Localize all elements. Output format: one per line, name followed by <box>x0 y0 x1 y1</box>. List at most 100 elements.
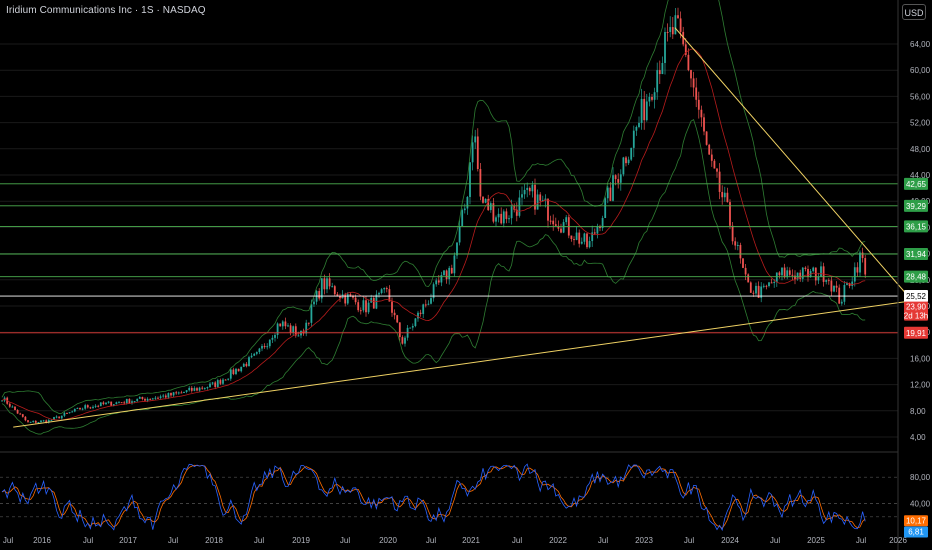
candle-body <box>1 400 3 402</box>
y-tick-label: 60,00 <box>910 66 931 75</box>
candle-body <box>690 70 692 79</box>
candle-body <box>736 244 739 246</box>
candle-body <box>354 297 357 303</box>
candle-body <box>560 228 562 233</box>
candle-body <box>16 410 19 414</box>
candle-body <box>180 392 183 394</box>
candle-body <box>29 421 32 423</box>
candle-body <box>58 416 61 419</box>
candle-body <box>157 397 159 399</box>
candle-body <box>55 416 58 418</box>
candle-body <box>45 420 48 423</box>
candle-body <box>794 275 796 280</box>
candle-body <box>531 184 534 192</box>
candle-body <box>50 419 53 421</box>
candle-body <box>773 281 776 283</box>
candle-body <box>305 322 308 334</box>
candle-body <box>151 398 154 400</box>
candle-body <box>92 406 94 408</box>
candle-body <box>185 390 188 393</box>
candle-body <box>141 396 144 399</box>
candle-body <box>466 196 469 209</box>
candle-body <box>292 326 295 333</box>
candle-body <box>268 339 271 347</box>
candle-body <box>159 396 162 398</box>
candle-body <box>674 15 677 35</box>
candle-body <box>253 353 256 356</box>
candle-body <box>666 31 669 33</box>
candle-body <box>770 282 773 284</box>
candle-body <box>664 31 666 63</box>
candle-body <box>596 226 599 234</box>
candle-body <box>294 326 297 336</box>
candle-body <box>744 267 747 275</box>
candle-body <box>718 171 721 192</box>
candle-body <box>40 420 42 423</box>
candle-body <box>206 387 209 389</box>
candle-body <box>788 270 791 275</box>
candle-body <box>716 168 718 172</box>
candle-body <box>323 278 326 290</box>
candle-body <box>84 405 87 409</box>
y-tick-label: 48,00 <box>910 145 931 154</box>
candle-body <box>123 402 126 404</box>
candle-body <box>110 401 113 406</box>
candle-body <box>128 398 131 404</box>
candle-body <box>843 284 846 302</box>
candle-body <box>448 267 451 280</box>
candle-body <box>47 419 50 423</box>
x-tick-label: Jul <box>770 536 780 545</box>
x-tick-label: 2020 <box>379 536 397 545</box>
candle-body <box>427 303 430 305</box>
candle-body <box>588 241 591 248</box>
candle-body <box>211 382 214 384</box>
candle-body <box>827 280 830 282</box>
candle-body <box>27 420 29 422</box>
candle-body <box>749 282 752 293</box>
candle-body <box>580 241 583 244</box>
candle-body <box>11 406 14 408</box>
candle-body <box>495 217 497 222</box>
candle-body <box>136 398 139 401</box>
candle-body <box>734 241 737 246</box>
candle-body <box>248 357 250 367</box>
candle-body <box>372 297 375 309</box>
candle-body <box>604 198 607 219</box>
x-tick-label: 2026 <box>889 536 907 545</box>
candle-body <box>549 220 552 222</box>
candle-body <box>487 198 490 211</box>
candle-body <box>89 407 92 409</box>
candle-body <box>705 131 708 145</box>
candle-body <box>107 401 110 403</box>
candle-body <box>271 337 274 340</box>
candle-body <box>796 272 799 280</box>
candle-body <box>476 136 479 170</box>
candle-body <box>859 252 861 273</box>
candle-body <box>276 323 279 335</box>
x-tick-label: 2022 <box>549 536 567 545</box>
candle-body <box>281 321 284 327</box>
candle-body <box>115 402 118 405</box>
candle-body <box>544 198 547 201</box>
candle-body <box>817 276 820 281</box>
candle-body <box>523 189 526 195</box>
x-tick-label: Jul <box>3 536 13 545</box>
candle-body <box>432 284 435 299</box>
candle-body <box>502 211 505 224</box>
candle-body <box>768 282 770 287</box>
moving-average <box>1 48 866 421</box>
candle-body <box>19 413 22 415</box>
candle-body <box>414 318 417 327</box>
candle-body <box>778 272 781 276</box>
candle-body <box>851 281 854 286</box>
candle-body <box>424 304 427 306</box>
candle-body <box>820 266 822 277</box>
candle-body <box>606 187 609 199</box>
level-price-tag: 25,52 <box>906 292 927 301</box>
trendline-ascending[interactable] <box>13 300 913 428</box>
x-tick-label: Jul <box>168 536 178 545</box>
candle-body <box>458 226 461 243</box>
currency-button[interactable]: USD <box>902 4 926 20</box>
trendline-descending[interactable] <box>674 27 913 302</box>
